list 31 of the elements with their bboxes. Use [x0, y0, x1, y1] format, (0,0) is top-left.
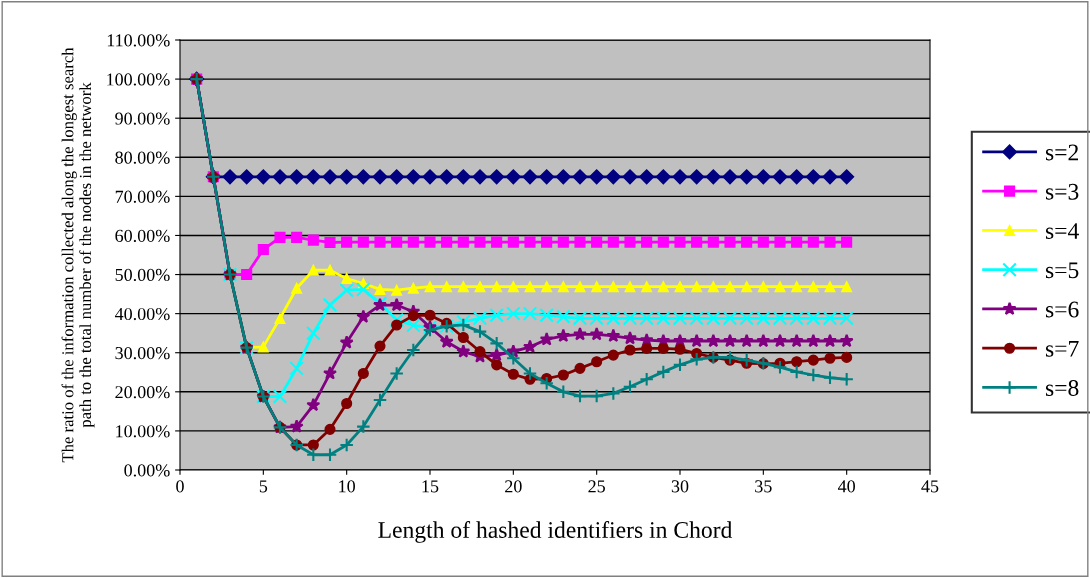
legend-label: s=7	[1045, 341, 1079, 357]
y-axis-title: The ratio of the information collected along the longest search path to the total number of the nodes in the network	[61, 47, 95, 463]
legend-label: s=6	[1045, 301, 1079, 318]
legend-label: s=4	[1045, 223, 1079, 239]
x-tick-label: 10	[339, 480, 356, 493]
y-tick-label: 110.00%	[107, 34, 170, 47]
x-tick-label: 40	[837, 480, 856, 493]
x-tick-label: 35	[755, 480, 772, 493]
y-tick-label: 90.00%	[115, 112, 170, 125]
x-tick-label: 30	[671, 480, 689, 493]
x-tick-label: 45	[921, 480, 939, 493]
x-axis-title: Length of hashed identifiers in Chord	[378, 521, 733, 543]
y-tick-label: 100.00%	[107, 73, 170, 86]
legend-label: s=5	[1045, 262, 1079, 279]
legend-label: s=3	[1045, 183, 1079, 200]
y-tick-label: 70.00%	[115, 190, 170, 203]
legend-label: s=2	[1045, 144, 1079, 161]
y-tick-label: 0.00%	[124, 464, 170, 477]
x-tick-label: 5	[259, 480, 268, 493]
y-tick-label: 10.00%	[116, 425, 170, 438]
y-tick-label: 40.00%	[114, 307, 170, 321]
x-tick-label: 15	[422, 480, 439, 493]
y-tick-label: 80.00%	[115, 151, 170, 164]
x-tick-label: 25	[588, 480, 605, 493]
x-tick-label: 20	[505, 480, 522, 493]
y-tick-label: 20.00%	[115, 386, 170, 399]
legend-label: s=8	[1045, 380, 1079, 396]
x-tick-label: 0	[176, 480, 184, 493]
y-tick-label: 60.00%	[115, 229, 170, 242]
y-tick-label: 50.00%	[115, 268, 170, 282]
y-tick-label: 30.00%	[115, 346, 170, 360]
